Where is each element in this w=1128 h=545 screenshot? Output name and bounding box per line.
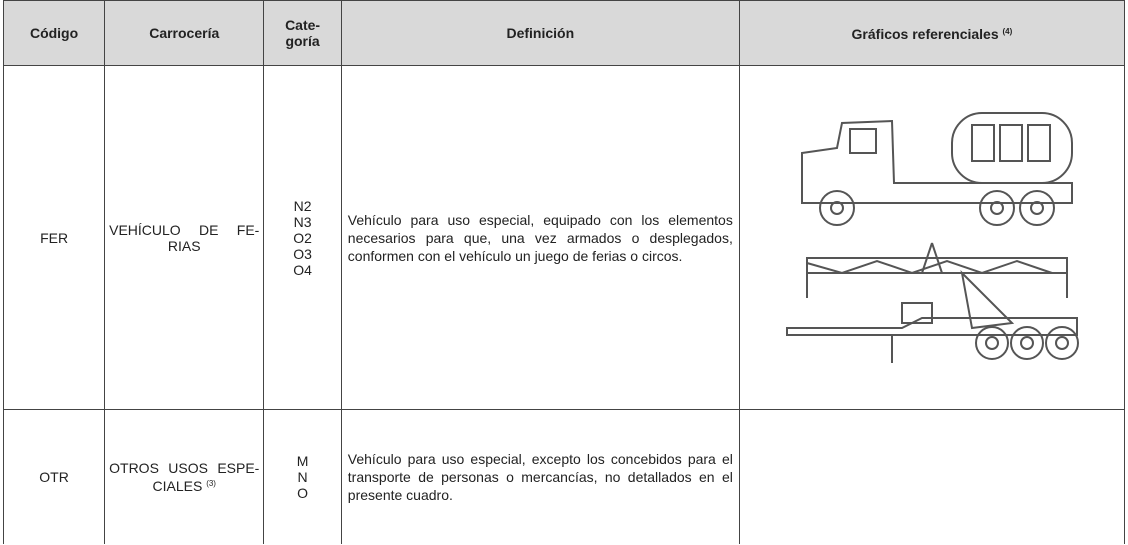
category-line: O4 xyxy=(293,261,312,278)
category-line: O xyxy=(297,485,309,501)
header-text: Gráficos referenciales xyxy=(851,26,999,42)
category-line: M xyxy=(296,453,309,469)
footnote-ref: (3) xyxy=(206,479,216,488)
code-cell: FER xyxy=(2,65,106,410)
body-line: VEHÍCULO DE FE- xyxy=(109,221,260,238)
body-text: CIALES xyxy=(152,478,203,494)
category-line: N3 xyxy=(293,213,312,230)
category-line: O2 xyxy=(293,229,312,246)
header-row: Código Carrocería Cate- goría Definición… xyxy=(2,0,1126,66)
definition-cell: Vehículo para uso especial, excepto los … xyxy=(340,409,740,544)
category-cell: N2 N3 O2 O3 O4 xyxy=(263,65,342,410)
category-cell: M N O xyxy=(263,409,342,544)
header-cell: Gráficos referenciales (4) xyxy=(738,0,1126,66)
category-line: N2 xyxy=(293,197,312,214)
table-row: FER VEHÍCULO DE FE- RIAS N2 N3 O2 O3 O4 … xyxy=(2,65,1126,410)
body-cell: OTROS USOS ESPE- CIALES (3) xyxy=(104,409,265,544)
definition-cell: Vehículo para uso especial, equipado con… xyxy=(340,65,740,410)
header-cell: Definición xyxy=(340,0,740,66)
code-cell: OTR xyxy=(2,409,106,544)
body-cell: VEHÍCULO DE FE- RIAS xyxy=(104,65,265,410)
header-cell: Código xyxy=(2,0,106,66)
table-row: OTR OTROS USOS ESPE- CIALES (3) M N O Ve… xyxy=(2,409,1126,544)
body-line: OTROS USOS ESPE- xyxy=(109,460,260,476)
category-line: O3 xyxy=(293,245,312,262)
body-line: CIALES (3) xyxy=(109,476,259,494)
vehicle-drawing xyxy=(785,111,1079,363)
image-cell xyxy=(738,65,1126,410)
header-line: Cate- xyxy=(285,17,321,33)
header-cell: Cate- goría xyxy=(263,0,342,66)
header-line: goría xyxy=(285,33,320,49)
image-cell xyxy=(738,409,1126,544)
category-line: N xyxy=(297,469,308,485)
body-line: RIAS xyxy=(167,237,201,254)
header-cell: Carrocería xyxy=(104,0,265,66)
footnote-ref: (4) xyxy=(1002,27,1013,36)
